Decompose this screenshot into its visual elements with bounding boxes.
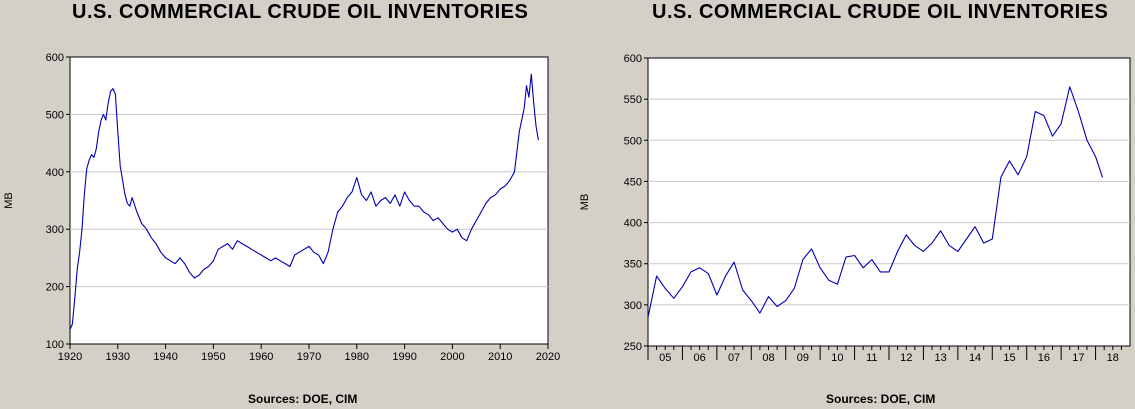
x-tick-label: 18 — [1107, 352, 1119, 364]
y-tick-label: 100 — [46, 339, 64, 351]
plot-area — [647, 57, 1131, 347]
x-tick-label: 10 — [831, 352, 843, 364]
x-tick-label: 1930 — [106, 351, 130, 363]
y-tick-label: 450 — [624, 176, 642, 188]
y-tick-label: 300 — [46, 224, 64, 236]
x-tick-label: 12 — [900, 352, 912, 364]
x-tick-label: 2020 — [536, 351, 560, 363]
x-tick-label: 17 — [1072, 352, 1084, 364]
y-tick-label: 250 — [624, 341, 642, 353]
y-tick-label: 300 — [624, 300, 642, 312]
y-tick-label: 600 — [46, 52, 64, 64]
x-tick-label: 1940 — [153, 351, 177, 363]
x-tick-label: 13 — [935, 352, 947, 364]
source-note-left: Sources: DOE, CIM — [248, 392, 358, 406]
x-tick-label: 1970 — [297, 351, 321, 363]
series-line — [647, 86, 1104, 318]
y-tick-label: 400 — [624, 218, 642, 230]
x-tick-label: 1920 — [58, 351, 82, 363]
y-axis-label: MB — [579, 194, 591, 211]
y-tick-label: 500 — [624, 135, 642, 147]
x-tick-label: 11 — [866, 352, 877, 364]
y-tick-label: 400 — [46, 167, 64, 179]
y-tick-label: 600 — [624, 53, 642, 65]
chart-title-right: U.S. COMMERCIAL CRUDE OIL INVENTORIES — [652, 1, 1109, 23]
x-tick-label: 16 — [1038, 352, 1050, 364]
x-tick-label: 1990 — [392, 351, 416, 363]
x-tick-label: 09 — [797, 352, 809, 364]
x-tick-label: 1960 — [249, 351, 273, 363]
x-tick-label: 07 — [728, 352, 740, 364]
plot-area — [69, 56, 549, 345]
x-tick-label: 08 — [762, 352, 774, 364]
x-tick-label: 1950 — [201, 351, 225, 363]
y-tick-label: 500 — [46, 109, 64, 121]
x-tick-label: 2010 — [488, 351, 512, 363]
chart-title-left: U.S. COMMERCIAL CRUDE OIL INVENTORIES — [72, 1, 529, 23]
line-chart-long-term: 100 200 300 400 500 600 1920 1930 1940 1950 1960 19… — [3, 52, 560, 363]
series-line — [69, 73, 539, 330]
x-tick-label: 14 — [969, 352, 981, 364]
y-tick-label: 550 — [624, 94, 642, 106]
x-tick-label: 06 — [694, 352, 706, 364]
y-axis-label: MB — [3, 192, 15, 209]
x-tick-label: 1980 — [345, 351, 369, 363]
x-tick-label: 2000 — [440, 351, 464, 363]
source-note-right: Sources: DOE, CIM — [826, 392, 936, 406]
x-tick-label: 15 — [1003, 352, 1015, 364]
y-tick-label: 200 — [46, 282, 64, 294]
y-tick-label: 350 — [624, 259, 642, 271]
x-tick-label: 05 — [659, 352, 671, 364]
